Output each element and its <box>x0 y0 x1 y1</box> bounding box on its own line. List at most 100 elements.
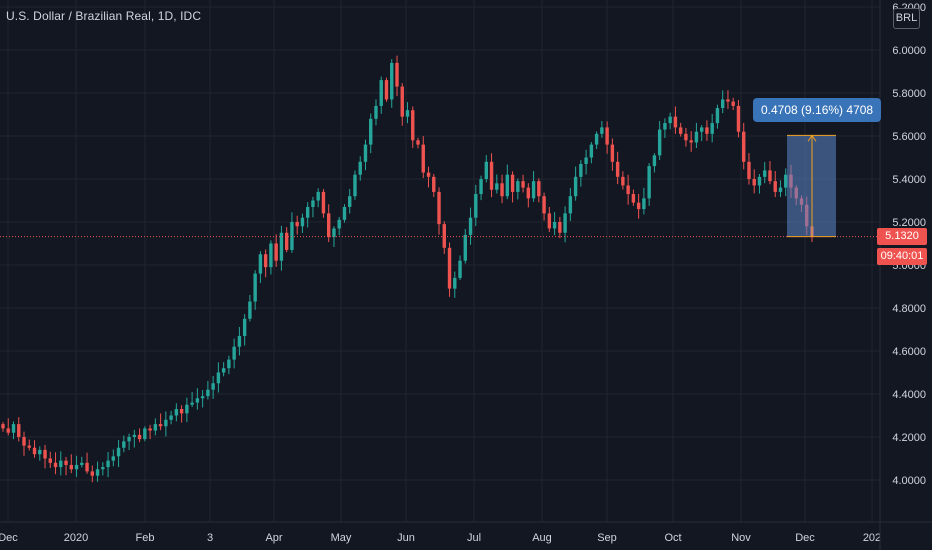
candle-body <box>573 176 578 197</box>
candle-body <box>421 144 425 173</box>
y-tick-label: 4.6000 <box>892 346 926 358</box>
candle-body <box>500 183 504 197</box>
y-tick-label: 5.8000 <box>892 88 926 100</box>
x-tick-label: Dec <box>795 532 815 544</box>
candle-body <box>747 161 751 179</box>
candle-body <box>615 161 620 177</box>
x-tick-label: 202 <box>863 532 881 544</box>
candle-body <box>200 396 205 399</box>
candle-body <box>784 174 788 188</box>
candle-body <box>636 202 641 210</box>
candle-body <box>17 424 21 437</box>
candle-body <box>647 166 651 199</box>
candle-body <box>621 176 625 186</box>
candle-body <box>295 222 299 227</box>
measure-arrow-head <box>807 134 817 142</box>
candle-body <box>542 196 546 214</box>
candle-body <box>353 174 357 197</box>
candle-body <box>332 228 336 238</box>
candle-body <box>53 462 58 468</box>
candle-body <box>699 127 704 132</box>
candle-body <box>27 445 31 448</box>
candle-body <box>305 206 310 218</box>
y-tick-label: 5.2000 <box>892 217 926 229</box>
candle-body <box>463 234 467 261</box>
candle-body <box>274 243 278 261</box>
candle-body <box>390 62 394 100</box>
candle-body <box>32 447 37 455</box>
candle-body <box>185 404 189 414</box>
current-price-label: 5.1320 <box>877 228 927 245</box>
candle-body <box>69 464 73 470</box>
candle-body <box>458 260 462 278</box>
candle-body <box>589 144 594 158</box>
candle-body <box>384 80 389 100</box>
candle-body <box>579 163 583 177</box>
candle-body <box>132 434 137 437</box>
candle-body <box>221 368 226 373</box>
candle-body <box>631 194 636 203</box>
candle-body <box>158 424 163 427</box>
candle-body <box>327 213 331 238</box>
candle-body <box>479 179 483 195</box>
candle-body <box>537 181 541 197</box>
candle-body <box>38 449 42 455</box>
candle-body <box>169 415 173 420</box>
candle-body <box>752 179 756 186</box>
candle-body <box>216 372 221 384</box>
candle-body <box>510 174 515 192</box>
candle-body <box>148 428 152 431</box>
candle-body <box>242 318 247 336</box>
x-tick-label: Jul <box>467 532 481 544</box>
candle-body <box>432 176 436 192</box>
candle-body <box>253 273 257 302</box>
candle-body <box>773 181 777 192</box>
candle-body <box>437 191 441 225</box>
candle-body <box>122 441 126 448</box>
candle-body <box>174 409 179 416</box>
candle-body <box>106 460 110 468</box>
chart-title: U.S. Dollar / Brazilian Real, 1D, IDC <box>6 9 202 23</box>
candle-body <box>153 424 158 431</box>
candle-body <box>726 99 730 102</box>
x-tick-label: 2020 <box>64 532 88 544</box>
candle-body <box>474 194 478 218</box>
currency-badge[interactable]: BRL <box>893 8 920 29</box>
candle-body <box>227 359 231 369</box>
candle-body <box>164 419 168 427</box>
candle-body <box>521 181 525 188</box>
candle-body <box>757 176 762 186</box>
candle-body <box>610 144 615 162</box>
candle-body <box>232 346 236 360</box>
candle-body <box>263 254 268 268</box>
candle-body <box>143 428 147 440</box>
candle-body <box>179 409 184 414</box>
candle-body <box>600 127 604 134</box>
candle-body <box>321 191 326 214</box>
candle-body <box>453 277 457 289</box>
y-tick-label: 4.2000 <box>892 432 926 444</box>
candle-body <box>269 243 273 268</box>
candle-body <box>316 191 320 201</box>
y-tick-label: 4.0000 <box>892 475 926 487</box>
candle-body <box>715 108 720 124</box>
y-tick-label: 6.0000 <box>892 45 926 57</box>
candle-body <box>505 174 510 197</box>
candle-body <box>6 428 10 433</box>
candle-body <box>663 123 667 130</box>
y-tick-label: 4.4000 <box>892 389 926 401</box>
candle-body <box>311 200 315 207</box>
candle-body <box>85 462 89 472</box>
y-tick-label: 5.6000 <box>892 131 926 143</box>
x-tick-label: Aug <box>532 532 552 544</box>
candle-body <box>742 131 746 162</box>
x-tick-label: Jun <box>397 532 415 544</box>
candle-body <box>626 185 630 195</box>
candle-body <box>668 116 672 124</box>
candle-body <box>731 101 735 106</box>
candle-body <box>395 62 399 87</box>
y-tick-label: 5.4000 <box>892 174 926 186</box>
candle-body <box>258 254 263 274</box>
